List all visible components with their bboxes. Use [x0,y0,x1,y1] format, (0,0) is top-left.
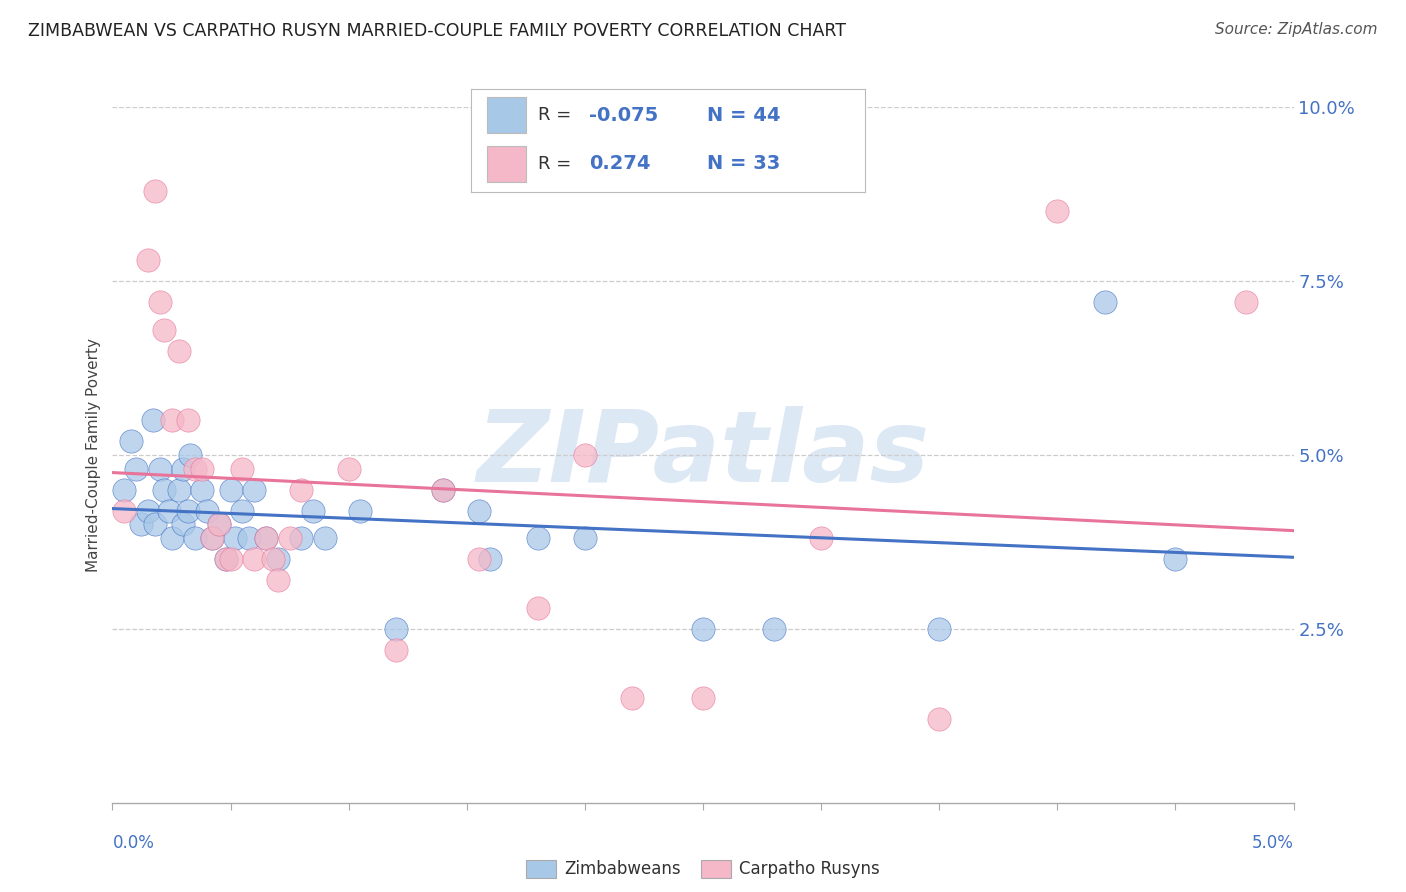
Bar [486,97,526,133]
Point [177,413,200,427]
Point [160,413,183,427]
Point [254,532,277,546]
Point [231,462,253,476]
Point [1234,294,1257,309]
Point [157,503,180,517]
Point [129,517,152,532]
Point [243,552,266,566]
Point [136,253,159,268]
Point [432,483,454,497]
Point [167,483,190,497]
Point [195,503,218,517]
Text: ZIMBABWEAN VS CARPATHO RUSYN MARRIED-COUPLE FAMILY POVERTY CORRELATION CHART: ZIMBABWEAN VS CARPATHO RUSYN MARRIED-COU… [28,22,846,40]
Point [201,532,224,546]
Point [238,532,260,546]
Point [574,532,596,546]
Point [762,622,785,636]
Point [314,532,336,546]
Legend: Zimbabweans, Carpatho Rusyns: Zimbabweans, Carpatho Rusyns [519,853,887,885]
Point [172,462,194,476]
Point [136,503,159,517]
Text: 5.0%: 5.0% [1251,834,1294,852]
Point [526,532,548,546]
Point [112,483,135,497]
Bar [486,145,526,181]
Point [290,532,312,546]
Point [143,184,166,198]
Text: -0.075: -0.075 [589,106,658,125]
Text: N = 44: N = 44 [707,106,780,125]
Text: 0.0%: 0.0% [112,834,155,852]
Point [215,552,238,566]
Point [621,691,644,706]
Point [1046,204,1069,219]
Point [153,323,176,337]
Point [215,552,238,566]
Text: ZIPatlas: ZIPatlas [477,407,929,503]
Point [432,483,454,497]
Text: R =: R = [538,106,576,124]
Point [160,532,183,546]
Point [201,532,224,546]
Text: N = 33: N = 33 [707,154,780,173]
Point [172,517,194,532]
Point [208,517,231,532]
Point [191,462,214,476]
Point [149,294,172,309]
Point [337,462,360,476]
Point [526,601,548,615]
Point [153,483,176,497]
Point [479,552,502,566]
Point [267,573,290,587]
Point [574,448,596,462]
Point [467,503,489,517]
Point [143,517,166,532]
Point [302,503,325,517]
Point [184,462,207,476]
Point [810,532,832,546]
Point [224,532,246,546]
Point [125,462,148,476]
Point [692,691,714,706]
Y-axis label: Married-Couple Family Poverty: Married-Couple Family Poverty [86,338,101,572]
Point [243,483,266,497]
Point [349,503,371,517]
Point [254,532,277,546]
Point [177,503,200,517]
Point [184,532,207,546]
Point [267,552,290,566]
Point [467,552,489,566]
Point [149,462,172,476]
Point [219,483,242,497]
Point [1094,294,1116,309]
Point [262,552,284,566]
Point [142,413,165,427]
Point [191,483,214,497]
Text: R =: R = [538,154,576,172]
Point [928,622,950,636]
Point [219,552,242,566]
Point [112,503,135,517]
Point [278,532,301,546]
Point [231,503,253,517]
Point [385,622,408,636]
Point [928,712,950,726]
Point [385,642,408,657]
Text: 0.274: 0.274 [589,154,651,173]
Point [290,483,312,497]
Point [208,517,231,532]
Text: Source: ZipAtlas.com: Source: ZipAtlas.com [1215,22,1378,37]
Point [1164,552,1187,566]
Point [167,343,190,358]
Point [692,622,714,636]
Point [120,434,142,448]
Point [179,448,201,462]
